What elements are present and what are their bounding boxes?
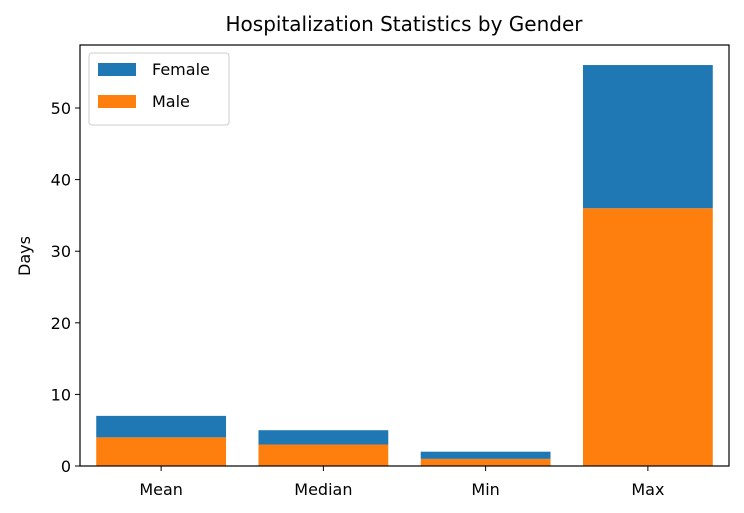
y-tick-label: 50: [51, 99, 71, 118]
x-tick-label: Median: [294, 480, 352, 499]
bar-male-max: [582, 208, 713, 466]
bar-female-median: [258, 430, 389, 445]
legend-swatch-male: [98, 95, 136, 108]
y-tick-label: 0: [61, 457, 71, 476]
bar-male-min: [420, 458, 551, 466]
bar-male-mean: [96, 437, 227, 466]
legend-swatch-female: [98, 63, 136, 76]
x-tick-label: Min: [471, 480, 499, 499]
bar-female-max: [582, 65, 713, 209]
legend: Female Male: [88, 52, 230, 126]
bar-female-min: [420, 451, 551, 459]
y-tick-label: 40: [51, 171, 71, 190]
y-tick-label: 30: [51, 242, 71, 261]
x-tick-label: Max: [631, 480, 664, 499]
chart-title: Hospitalization Statistics by Gender: [226, 12, 584, 36]
y-tick-label: 10: [51, 385, 71, 404]
y-tick-label: 20: [51, 314, 71, 333]
x-tick-label: Mean: [139, 480, 183, 499]
legend-label-male: Male: [152, 92, 190, 111]
legend-label-female: Female: [152, 60, 210, 79]
axes-frame: [79, 44, 730, 467]
bar-female-mean: [96, 415, 227, 438]
y-axis-label: Days: [15, 236, 34, 276]
plot-area: Mean Median Min Max 0 10 20 30 40 50: [51, 44, 730, 499]
bar-male-median: [258, 444, 389, 466]
